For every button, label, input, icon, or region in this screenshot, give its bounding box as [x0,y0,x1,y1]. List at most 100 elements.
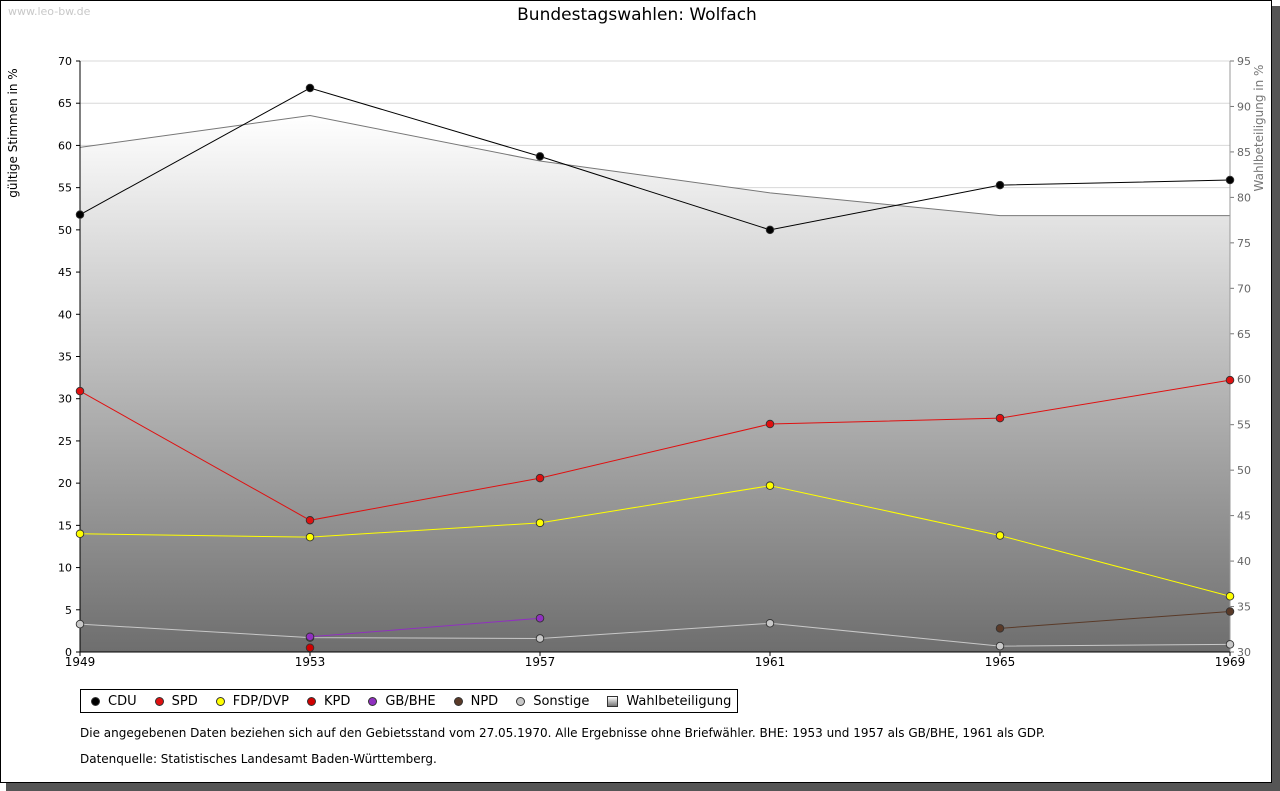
y2-tick-label-60: 60 [1237,373,1251,386]
point-fdpdvp-1949 [75,529,85,539]
y2-tick-label-85: 85 [1237,146,1251,159]
point-sonstige-1969 [1225,640,1235,649]
x-tick-label-1969: 1969 [1215,655,1246,669]
frame-shadow-bottom [6,783,1280,791]
legend-marker-npd [453,696,463,706]
x-tick-label-1957: 1957 [525,655,556,669]
frame-shadow-right [1272,6,1280,791]
point-fdpdvp-1957 [535,518,545,528]
series-line-spd [79,379,1231,521]
point-gbbhe-1953 [305,632,315,642]
y2-tick-label-95: 95 [1237,55,1251,68]
legend-item-wahlbeteiligung: Wahlbeteiligung [601,694,731,709]
legend-label-cdu: CDU [108,693,137,709]
legend-item-npd: NPD [448,693,499,709]
point-cdu-1949 [75,210,85,219]
legend-marker-gbbhe [368,696,378,706]
data-source: Datenquelle: Statistisches Landesamt Bad… [80,752,437,766]
legend-item-kpd: KPD [301,694,350,709]
y-tick-label-5: 5 [65,604,72,617]
point-fdpdvp-1961 [765,481,775,490]
point-npd-1965 [995,624,1005,633]
legend-item-fdp: FDP/DVP [210,694,289,709]
legend-label-spd: SPD [171,693,198,709]
chart-title: Bundestagswahlen: Wolfach [517,5,757,25]
legend-label-kpd: KPD [323,693,351,709]
point-sonstige-1949 [75,619,85,629]
y2-tick-label-65: 65 [1237,328,1251,341]
y-tick-label-40: 40 [58,308,72,321]
y-tick-label-15: 15 [58,519,72,532]
legend-item-cdu: CDU [85,694,137,709]
point-spd-1953 [305,516,315,525]
y2-tick-label-35: 35 [1237,601,1251,614]
legend-label-fdp: FDP/DVP [232,693,289,709]
y-tick-label-55: 55 [58,182,72,195]
legend-item-sonstige: Sonstige [510,694,589,709]
point-cdu-1961 [765,225,775,235]
y-tick-label-60: 60 [58,139,72,152]
point-sonstige-1961 [765,619,775,628]
legend: CDU SPD FDP/DVP KPD GB/BHE NPD Sonstige … [80,689,739,713]
y2-tick-label-80: 80 [1237,191,1251,204]
point-cdu-1957 [535,152,545,161]
y2-tick-label-55: 55 [1237,419,1251,432]
y-axis-label: gültige Stimmen in % [6,68,20,197]
series-lines [79,87,1231,647]
legend-item-spd: SPD [149,694,198,709]
watermark: www.leo-bw.de [8,5,91,18]
legend-marker-spd [154,696,164,706]
series-line-cdu [79,87,1231,231]
y-tick-label-50: 50 [58,224,72,237]
point-spd-1965 [995,413,1005,423]
legend-label-gbbhe: GB/BHE [385,693,436,709]
y2-tick-label-40: 40 [1237,555,1251,568]
point-cdu-1953 [305,83,315,93]
legend-marker-cdu [91,696,100,706]
point-cdu-1969 [1225,175,1235,185]
y2-tick-label-50: 50 [1237,464,1251,477]
y-tick-label-30: 30 [58,393,72,406]
legend-item-gbbhe: GB/BHE [362,693,436,709]
series-line-sonstige [79,622,1231,647]
point-fdpdvp-1953 [305,532,315,542]
y-tick-label-25: 25 [58,435,72,448]
point-sonstige-1957 [535,634,545,643]
y-tick-label-65: 65 [58,97,72,110]
turnout-area [79,115,1230,653]
x-tick-label-1965: 1965 [985,655,1016,669]
point-spd-1949 [75,386,85,396]
point-fdpdvp-1965 [995,531,1005,540]
point-spd-1957 [535,473,545,483]
series-line-npd [999,610,1231,629]
turnout-line [79,115,1230,217]
point-kpd-1953 [305,643,315,653]
legend-marker-kpd [306,696,316,706]
x-tick-label-1953: 1953 [295,655,326,669]
legend-label-sonstige: Sonstige [533,693,590,709]
legend-marker-fdp [215,696,225,706]
y2-tick-label-45: 45 [1237,510,1251,523]
y-tick-label-0: 0 [65,646,72,659]
y-tick-label-10: 10 [58,562,72,575]
y2-tick-label-75: 75 [1237,237,1251,250]
series-line-fdpdvp [79,485,1231,597]
y-tick-label-20: 20 [58,477,72,490]
turnout-area-fill [80,115,1230,653]
point-npd-1969 [1225,607,1235,616]
point-spd-1969 [1225,375,1235,385]
y-tick-label-45: 45 [58,266,72,279]
point-cdu-1965 [995,180,1005,190]
y2-tick-label-70: 70 [1237,282,1251,295]
y-tick-label-70: 70 [58,55,72,68]
x-tick-label-1949: 1949 [65,655,96,669]
legend-label-npd: NPD [470,693,499,709]
legend-marker-sonstige [516,696,526,706]
y2-axis-label: Wahlbeteiligung in % [1252,65,1266,192]
axes: 0 5 10 15 20 25 30 35 40 45 50 55 60 65 70 30 35 40 45 50 55… [58,55,1251,669]
footnote: Die angegebenen Daten beziehen sich auf … [80,726,1046,740]
point-spd-1961 [765,419,775,429]
legend-label-wahlbeteiligung: Wahlbeteiligung [626,693,732,709]
point-gbbhe-1957 [535,613,545,623]
point-fdpdvp-1969 [1225,592,1235,601]
